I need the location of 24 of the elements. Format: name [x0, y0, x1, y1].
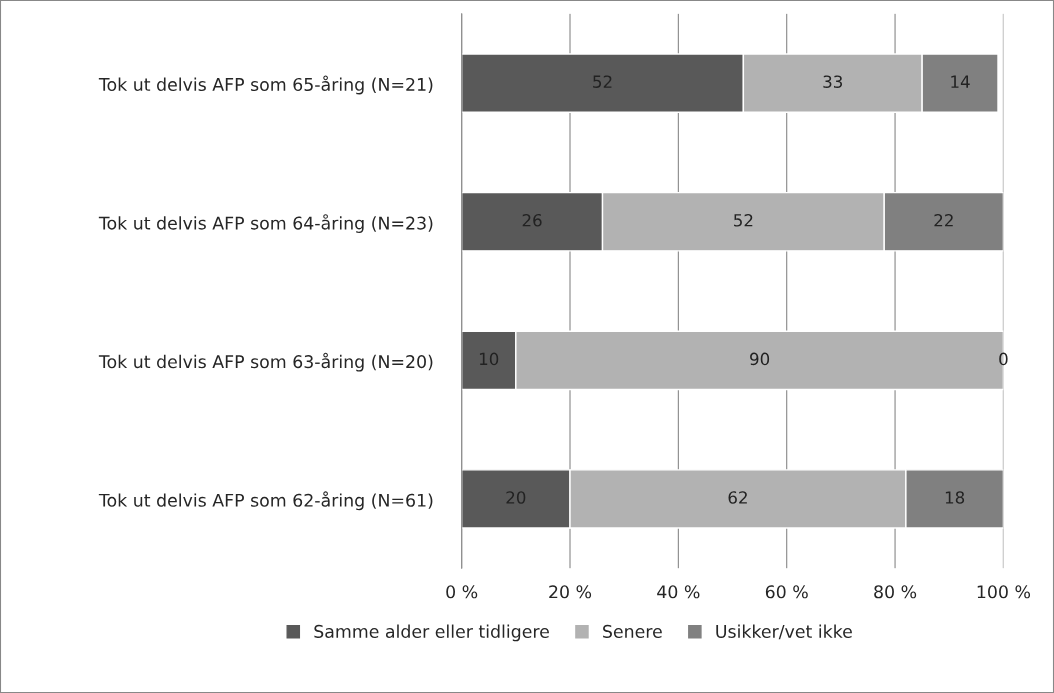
x-tick-label: 100 % — [977, 585, 1031, 599]
x-tick-label: 0 % — [446, 585, 478, 599]
data-label: 18 — [945, 491, 965, 504]
data-label: 26 — [522, 213, 542, 227]
x-tick-label: 60 % — [765, 585, 808, 599]
data-label: 10 — [479, 352, 499, 366]
data-label: 22 — [934, 213, 953, 227]
legend-label: Senere — [603, 624, 662, 638]
data-label: 52 — [734, 213, 753, 227]
data-label: 90 — [750, 352, 770, 366]
legend-label: Samme alder eller tidligere — [314, 624, 549, 642]
y-tick-label: Tok ut delvis AFP som 64-åring (N=23) — [98, 214, 433, 233]
y-tick-label: Tok ut delvis AFP som 63-åring (N=20) — [98, 352, 433, 372]
x-tick-label: 20 % — [549, 585, 592, 599]
legend-label: Usikker/vet ikke — [716, 624, 852, 640]
data-label: 0 — [999, 352, 1008, 366]
y-tick-label: Tok ut delvis AFP som 65-åring (N=21) — [98, 75, 433, 95]
data-label: 62 — [728, 491, 747, 504]
data-label: 52 — [593, 75, 612, 88]
y-tick-label: Tok ut delvis AFP som 62-åring (N=61) — [98, 491, 433, 511]
data-label: 33 — [823, 75, 843, 88]
x-tick-label: 40 % — [657, 585, 700, 599]
data-label: 14 — [951, 75, 970, 88]
x-tick-label: 80 % — [874, 585, 917, 599]
